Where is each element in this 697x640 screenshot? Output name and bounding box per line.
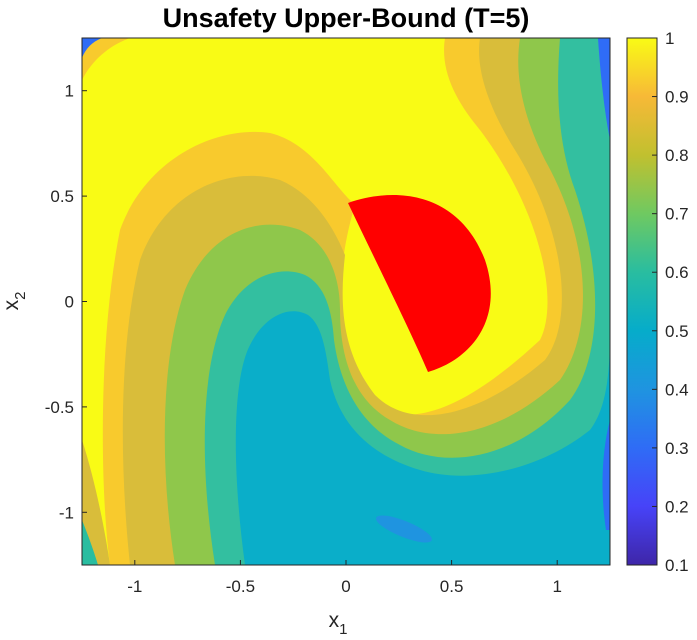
contour-corner-top-left xyxy=(82,38,130,80)
contour-band-0.4 xyxy=(376,515,432,543)
x-axis-ticks: -1 -0.5 0 0.5 1 xyxy=(127,560,562,596)
colorbar-tick-label: 0.4 xyxy=(665,380,689,399)
y-tick-label: 0.5 xyxy=(50,187,74,206)
colorbar-tick-label: 0.5 xyxy=(665,322,689,341)
contour-edge-right-top xyxy=(598,38,610,140)
contour-plot xyxy=(82,38,610,565)
y-tick-label: -0.5 xyxy=(45,398,74,417)
y-axis-label: x2 xyxy=(0,292,29,311)
colorbar-tick-label: 0.2 xyxy=(665,497,689,516)
y-axis-label-base: x xyxy=(0,299,23,310)
x-axis-label-base: x xyxy=(329,609,340,632)
colorbar-tick-label: 0.9 xyxy=(665,88,689,107)
x-tick-label: -0.5 xyxy=(226,577,255,596)
contour-corner-top-left-low xyxy=(82,38,102,58)
colorbar-tick-label: 0.3 xyxy=(665,439,689,458)
x-tick-label: 1 xyxy=(552,577,561,596)
colorbar-ticks: 0.1 0.2 0.3 0.4 0.5 0.6 0.7 0.8 0.9 1 xyxy=(652,29,689,575)
y-axis-ticks: -1 -0.5 0 0.5 1 xyxy=(45,82,87,522)
colorbar-tick-label: 0.1 xyxy=(665,556,689,575)
contour-corner-bottom-left-low xyxy=(82,520,98,565)
x-axis-label-subscript: 1 xyxy=(339,621,347,638)
y-tick-label: 0 xyxy=(65,293,74,312)
colorbar: 0.1 0.2 0.3 0.4 0.5 0.6 0.7 0.8 0.9 1 xyxy=(626,29,689,575)
contour-corner-bottom-left xyxy=(82,440,110,565)
colorbar-tick-label: 1 xyxy=(665,29,674,48)
contour-edge-right-bottom xyxy=(602,420,610,530)
unsafe-region xyxy=(348,195,491,372)
x-axis-label: x1 xyxy=(329,609,348,638)
contour-bands xyxy=(82,38,610,565)
x-tick-label: 0 xyxy=(341,577,350,596)
chart-title: Unsafety Upper-Bound (T=5) xyxy=(163,3,530,33)
colorbar-tick-label: 0.8 xyxy=(665,146,689,165)
x-tick-label: 0.5 xyxy=(440,577,464,596)
colorbar-tick-label: 0.6 xyxy=(665,263,689,282)
x-tick-label: -1 xyxy=(127,577,142,596)
y-axis-label-subscript: 2 xyxy=(12,292,29,300)
colorbar-gradient xyxy=(626,37,658,566)
y-tick-label: -1 xyxy=(59,503,74,522)
contour-band-0.5 xyxy=(235,311,610,565)
colorbar-tick-label: 0.7 xyxy=(665,205,689,224)
y-tick-label: 1 xyxy=(65,82,74,101)
